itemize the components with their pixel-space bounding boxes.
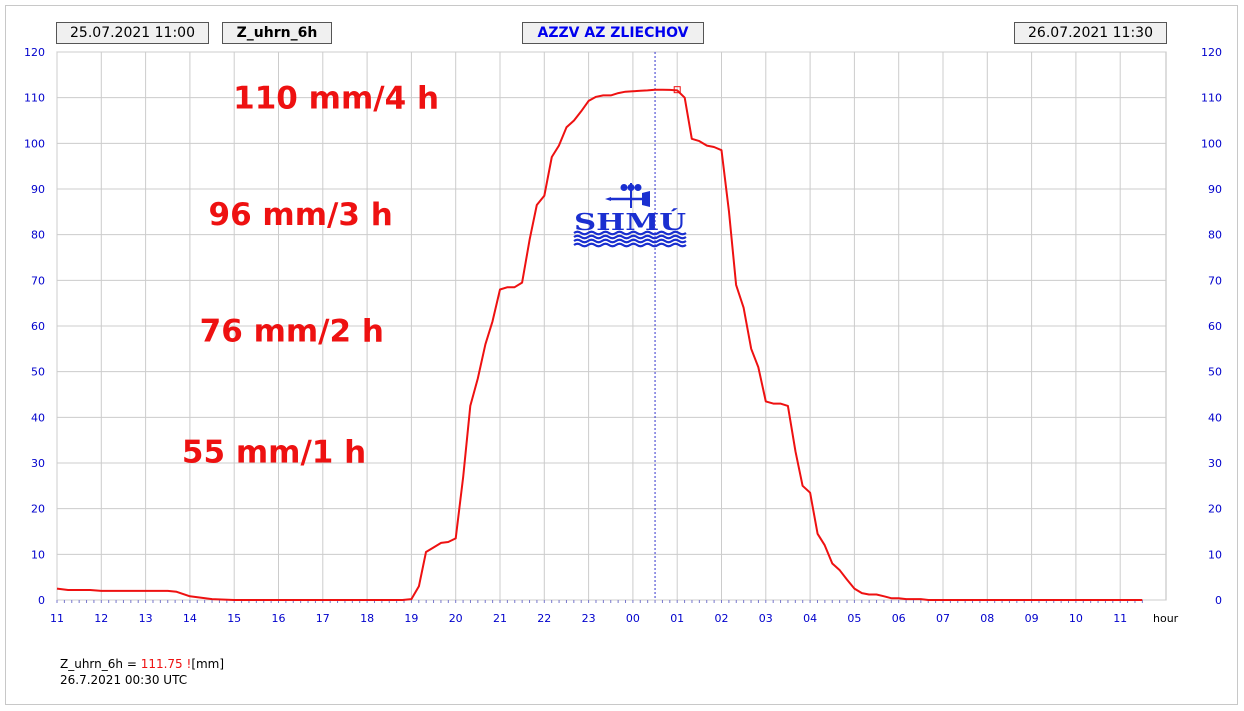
logo-wave — [573, 230, 687, 236]
series-line-z-uhrn-6h — [56, 88, 1143, 601]
end-time-box[interactable]: 26.07.2021 11:30 — [1014, 22, 1167, 44]
shmu-logo: SHMÚ — [573, 183, 687, 248]
x-tick-label: 00 — [626, 612, 640, 625]
y-axis-left: 0 10 20 30 40 50 60 70 80 90 100 110 120 — [24, 46, 45, 607]
readout-label: Z_uhrn_6h = — [60, 657, 141, 671]
x-tick-label: 11 — [50, 612, 64, 625]
y-tick-label-left: 70 — [31, 274, 45, 287]
y-tick-label-left: 10 — [31, 548, 45, 561]
x-tick-label: 12 — [94, 612, 108, 625]
readout-unit: [mm] — [191, 657, 225, 671]
rate-annotation: 96 mm/3 h — [209, 197, 393, 233]
parameter-box[interactable]: Z_uhrn_6h — [222, 22, 332, 44]
x-tick-label: 07 — [936, 612, 950, 625]
x-tick-label: 17 — [316, 612, 330, 625]
x-tick-label: 11 — [1113, 612, 1127, 625]
rate-annotation: 110 mm/4 h — [233, 81, 439, 117]
rate-annotation: 55 mm/1 h — [182, 435, 366, 471]
logo-wave — [573, 242, 687, 248]
x-axis: 11 12 13 14 15 16 17 18 19 20 21 22 23 00 01 02 03 04 05 06… — [50, 612, 1127, 625]
y-tick-label-right: 10 — [1208, 548, 1222, 561]
x-tick-label: 02 — [715, 612, 729, 625]
y-tick-label-right: 120 — [1201, 46, 1222, 59]
y-tick-label-left: 60 — [31, 320, 45, 333]
x-tick-label: 08 — [980, 612, 994, 625]
x-tick-label: 18 — [360, 612, 374, 625]
x-tick-label: 09 — [1025, 612, 1039, 625]
y-tick-label-left: 0 — [38, 594, 45, 607]
x-tick-label: 22 — [537, 612, 551, 625]
x-tick-label: 01 — [670, 612, 684, 625]
y-tick-label-right: 100 — [1201, 137, 1222, 150]
y-tick-label-left: 100 — [24, 137, 45, 150]
cursor-point-marker — [673, 86, 681, 94]
logo-wave — [573, 234, 687, 240]
chart-frame — [5, 5, 1238, 705]
x-tick-label: 19 — [404, 612, 418, 625]
x-tick-label: 06 — [892, 612, 906, 625]
y-tick-label-right: 30 — [1208, 457, 1222, 470]
readout-time: 26.7.2021 00:30 UTC — [60, 673, 188, 687]
x-tick-label: 14 — [183, 612, 197, 625]
y-tick-label-right: 90 — [1208, 183, 1222, 196]
y-tick-label-right: 40 — [1208, 411, 1222, 424]
x-tick-label: 21 — [493, 612, 507, 625]
start-time-box[interactable]: 25.07.2021 11:00 — [56, 22, 209, 44]
readout-value: 111.75 ! — [140, 657, 192, 671]
y-tick-label-right: 0 — [1215, 594, 1222, 607]
x-tick-label: 13 — [139, 612, 153, 625]
weather-vane-icon — [605, 183, 650, 208]
readout-line: Z_uhrn_6h = 111.75 ![mm] — [60, 656, 224, 672]
value-readout: Z_uhrn_6h = 111.75 ![mm] 26.7.2021 00:30… — [60, 656, 224, 688]
x-tick-label: 10 — [1069, 612, 1083, 625]
logo-wave — [573, 238, 687, 244]
x-tick-label: 23 — [582, 612, 596, 625]
rate-annotation: 76 mm/2 h — [200, 314, 384, 350]
x-tick-label: 04 — [803, 612, 817, 625]
x-tick-label: 15 — [227, 612, 241, 625]
y-tick-label-right: 110 — [1201, 92, 1222, 105]
y-tick-label-left: 30 — [31, 457, 45, 470]
y-tick-label-left: 110 — [24, 92, 45, 105]
y-tick-label-left: 120 — [24, 46, 45, 59]
y-tick-label-right: 70 — [1208, 274, 1222, 287]
y-axis-right: 0 10 20 30 40 50 60 70 80 90 100 110 120 — [1201, 46, 1222, 607]
y-tick-label-left: 90 — [31, 183, 45, 196]
logo-waves — [573, 230, 687, 248]
x-tick-label: 05 — [847, 612, 861, 625]
y-tick-label-right: 80 — [1208, 229, 1222, 242]
y-tick-label-left: 80 — [31, 229, 45, 242]
y-tick-label-right: 60 — [1208, 320, 1222, 333]
y-tick-label-right: 20 — [1208, 503, 1222, 516]
station-box[interactable]: AZZV AZ ZLIECHOV — [522, 22, 704, 44]
x-tick-label: 20 — [449, 612, 463, 625]
y-tick-label-left: 40 — [31, 411, 45, 424]
y-tick-label-left: 20 — [31, 503, 45, 516]
y-tick-label-left: 50 — [31, 366, 45, 379]
x-axis-unit: hour — [1153, 612, 1179, 625]
y-tick-label-right: 50 — [1208, 366, 1222, 379]
chart-annotations: 110 mm/4 h 96 mm/3 h 76 mm/2 h 55 mm/1 h — [182, 81, 439, 471]
x-tick-label: 03 — [759, 612, 773, 625]
x-tick-label: 16 — [272, 612, 286, 625]
